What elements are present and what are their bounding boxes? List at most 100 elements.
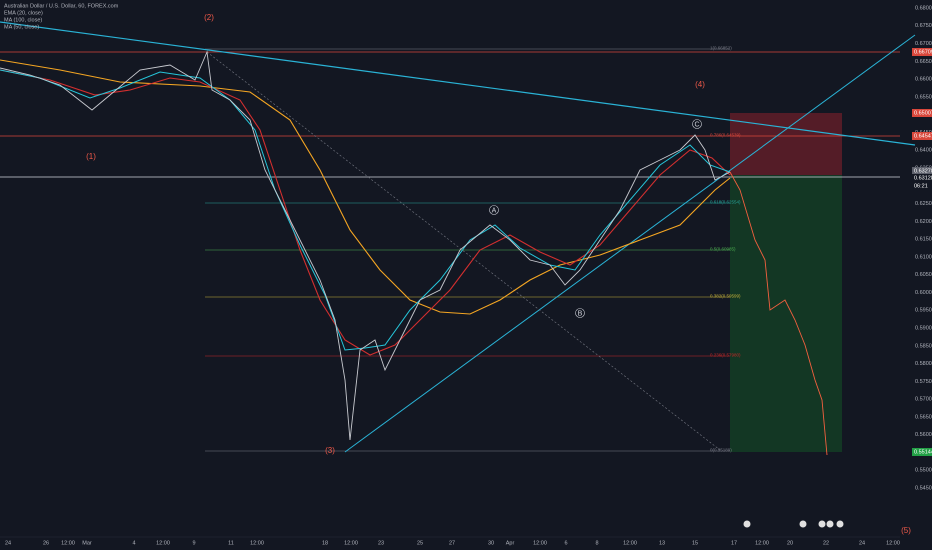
wave-label: (2) (204, 13, 214, 22)
price-series (0, 50, 731, 441)
labels: Australian Dollar / U.S. Dollar, 60, FOR… (4, 3, 932, 546)
time-label: 13 (659, 540, 665, 546)
price-marker (912, 167, 932, 175)
fib-label: 1(0.66852) (710, 46, 732, 51)
time-label: 12:00 (623, 540, 637, 546)
fib-label: 0.5(0.60985) (710, 247, 736, 252)
price-marker-label: 0.64547 (914, 133, 932, 139)
time-label: 25 (417, 540, 423, 546)
target-zone (730, 175, 842, 452)
price-marker-label: 0.63278 (914, 168, 932, 174)
time-label: 20 (787, 540, 793, 546)
legend-indicator: EMA (20, close) (4, 10, 43, 16)
wave-label: (4) (695, 80, 705, 89)
time-label: 24 (5, 540, 11, 546)
wave-label: (3) (325, 446, 335, 455)
time-label: 9 (192, 540, 195, 546)
price-marker-label: 0.65007 (914, 110, 932, 116)
time-label: 11 (228, 540, 234, 546)
corrective-label: A (492, 207, 497, 214)
fib-label: 0.618(0.62554) (710, 200, 741, 205)
fib-label: 0.786(0.64539) (710, 133, 741, 138)
event-icon[interactable] (826, 520, 834, 528)
price-marker-label: 0.63128 (914, 175, 932, 181)
price-marker (912, 174, 932, 182)
wave-circle (692, 119, 702, 129)
time-label: 4 (132, 540, 135, 546)
price-marker (912, 109, 932, 117)
time-label: 12:00 (886, 540, 900, 546)
time-label: 15 (692, 540, 698, 546)
price-marker (912, 132, 932, 140)
price-marker-label: 0.55144 (914, 449, 932, 455)
corrective-label: B (578, 310, 583, 317)
projected-price (729, 171, 828, 456)
legend-symbol: Australian Dollar / U.S. Dollar, 60, FOR… (4, 3, 119, 9)
corrective-label: C (694, 121, 699, 128)
legend-indicator: MA (100, close) (4, 17, 42, 23)
time-label: 17 (731, 540, 737, 546)
time-label: 12:00 (344, 540, 358, 546)
event-icon[interactable] (743, 520, 751, 528)
fib-diagonal (206, 51, 721, 451)
time-label: 12:00 (755, 540, 769, 546)
time-label: 12:00 (533, 540, 547, 546)
time-label: 22 (823, 540, 829, 546)
time-label: 8 (595, 540, 598, 546)
price-marker (912, 182, 932, 190)
trendline (0, 21, 916, 146)
ma-50 (0, 69, 731, 356)
fib-label: 0.236(0.57980) (710, 353, 741, 358)
stop-zone (730, 113, 842, 175)
wave-label: (1) (86, 152, 96, 161)
time-label: 12:00 (61, 540, 75, 546)
time-label: 26 (43, 540, 49, 546)
event-icon[interactable] (799, 520, 807, 528)
price-marker (912, 48, 932, 56)
ema-20 (0, 69, 731, 351)
price-marker (912, 448, 932, 456)
event-icon[interactable] (818, 520, 826, 528)
time-label: 12:00 (250, 540, 264, 546)
time-label: Apr (506, 540, 515, 546)
wave-circle (575, 308, 585, 318)
price-marker-label: 06:21 (914, 183, 928, 189)
time-label: 18 (322, 540, 328, 546)
event-icon[interactable] (836, 520, 844, 528)
price-marker-label: 0.66709 (914, 49, 932, 55)
time-label: 12:00 (156, 540, 170, 546)
wave-label: (5) (901, 526, 911, 535)
time-label: 6 (564, 540, 567, 546)
time-label: 27 (449, 540, 455, 546)
time-label: 23 (378, 540, 384, 546)
time-label: 30 (488, 540, 494, 546)
event-icons (743, 520, 844, 528)
ma-100 (0, 59, 731, 315)
time-label: 24 (859, 540, 865, 546)
wave-circle (489, 205, 499, 215)
time-label: Mar (82, 540, 92, 546)
